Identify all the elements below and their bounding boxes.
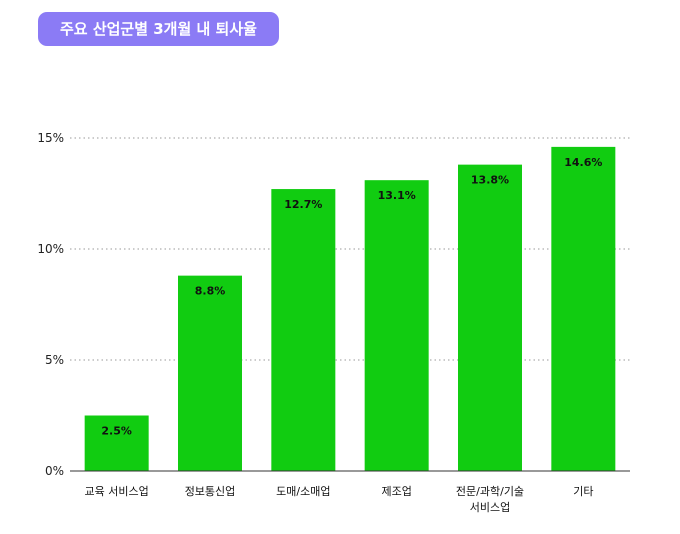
x-category-label: 도매/소매업 <box>276 485 330 498</box>
bar <box>364 180 429 471</box>
x-category-label: 전문/과학/기술 서비스업 <box>456 485 524 514</box>
x-category-label: 기타 <box>573 485 593 498</box>
y-tick-label: 0% <box>45 464 64 478</box>
bar-value-label: 14.6% <box>564 156 602 169</box>
bar <box>84 415 149 471</box>
bar-value-label: 13.8% <box>471 174 509 187</box>
x-category-label: 제조업 <box>381 485 411 498</box>
x-category-label: 교육 서비스업 <box>85 485 149 498</box>
bar-value-label: 13.1% <box>378 189 416 202</box>
bar-value-label: 12.7% <box>284 198 322 211</box>
bar-value-label: 8.8% <box>195 285 226 298</box>
chart-title: 주요 산업군별 3개월 내 퇴사율 <box>38 12 279 46</box>
bar <box>178 275 242 471</box>
x-category-label: 정보통신업 <box>185 485 236 498</box>
bar <box>271 189 336 471</box>
y-tick-label: 5% <box>45 353 64 367</box>
y-tick-label: 10% <box>37 242 64 256</box>
y-tick-label: 15% <box>37 131 64 145</box>
bar-value-label: 2.5% <box>101 425 132 438</box>
bar <box>551 146 616 471</box>
bar <box>458 164 522 471</box>
